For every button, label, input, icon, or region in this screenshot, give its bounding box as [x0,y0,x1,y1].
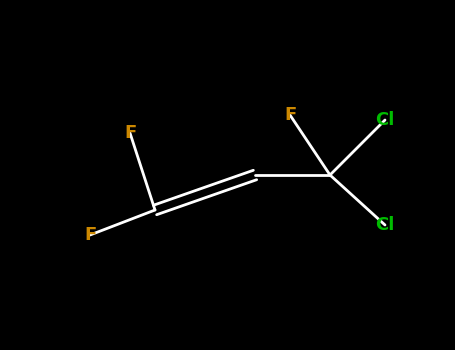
Text: F: F [124,124,136,142]
Text: Cl: Cl [375,111,394,129]
Text: F: F [84,226,96,244]
Text: F: F [284,106,296,124]
Text: Cl: Cl [375,216,394,234]
